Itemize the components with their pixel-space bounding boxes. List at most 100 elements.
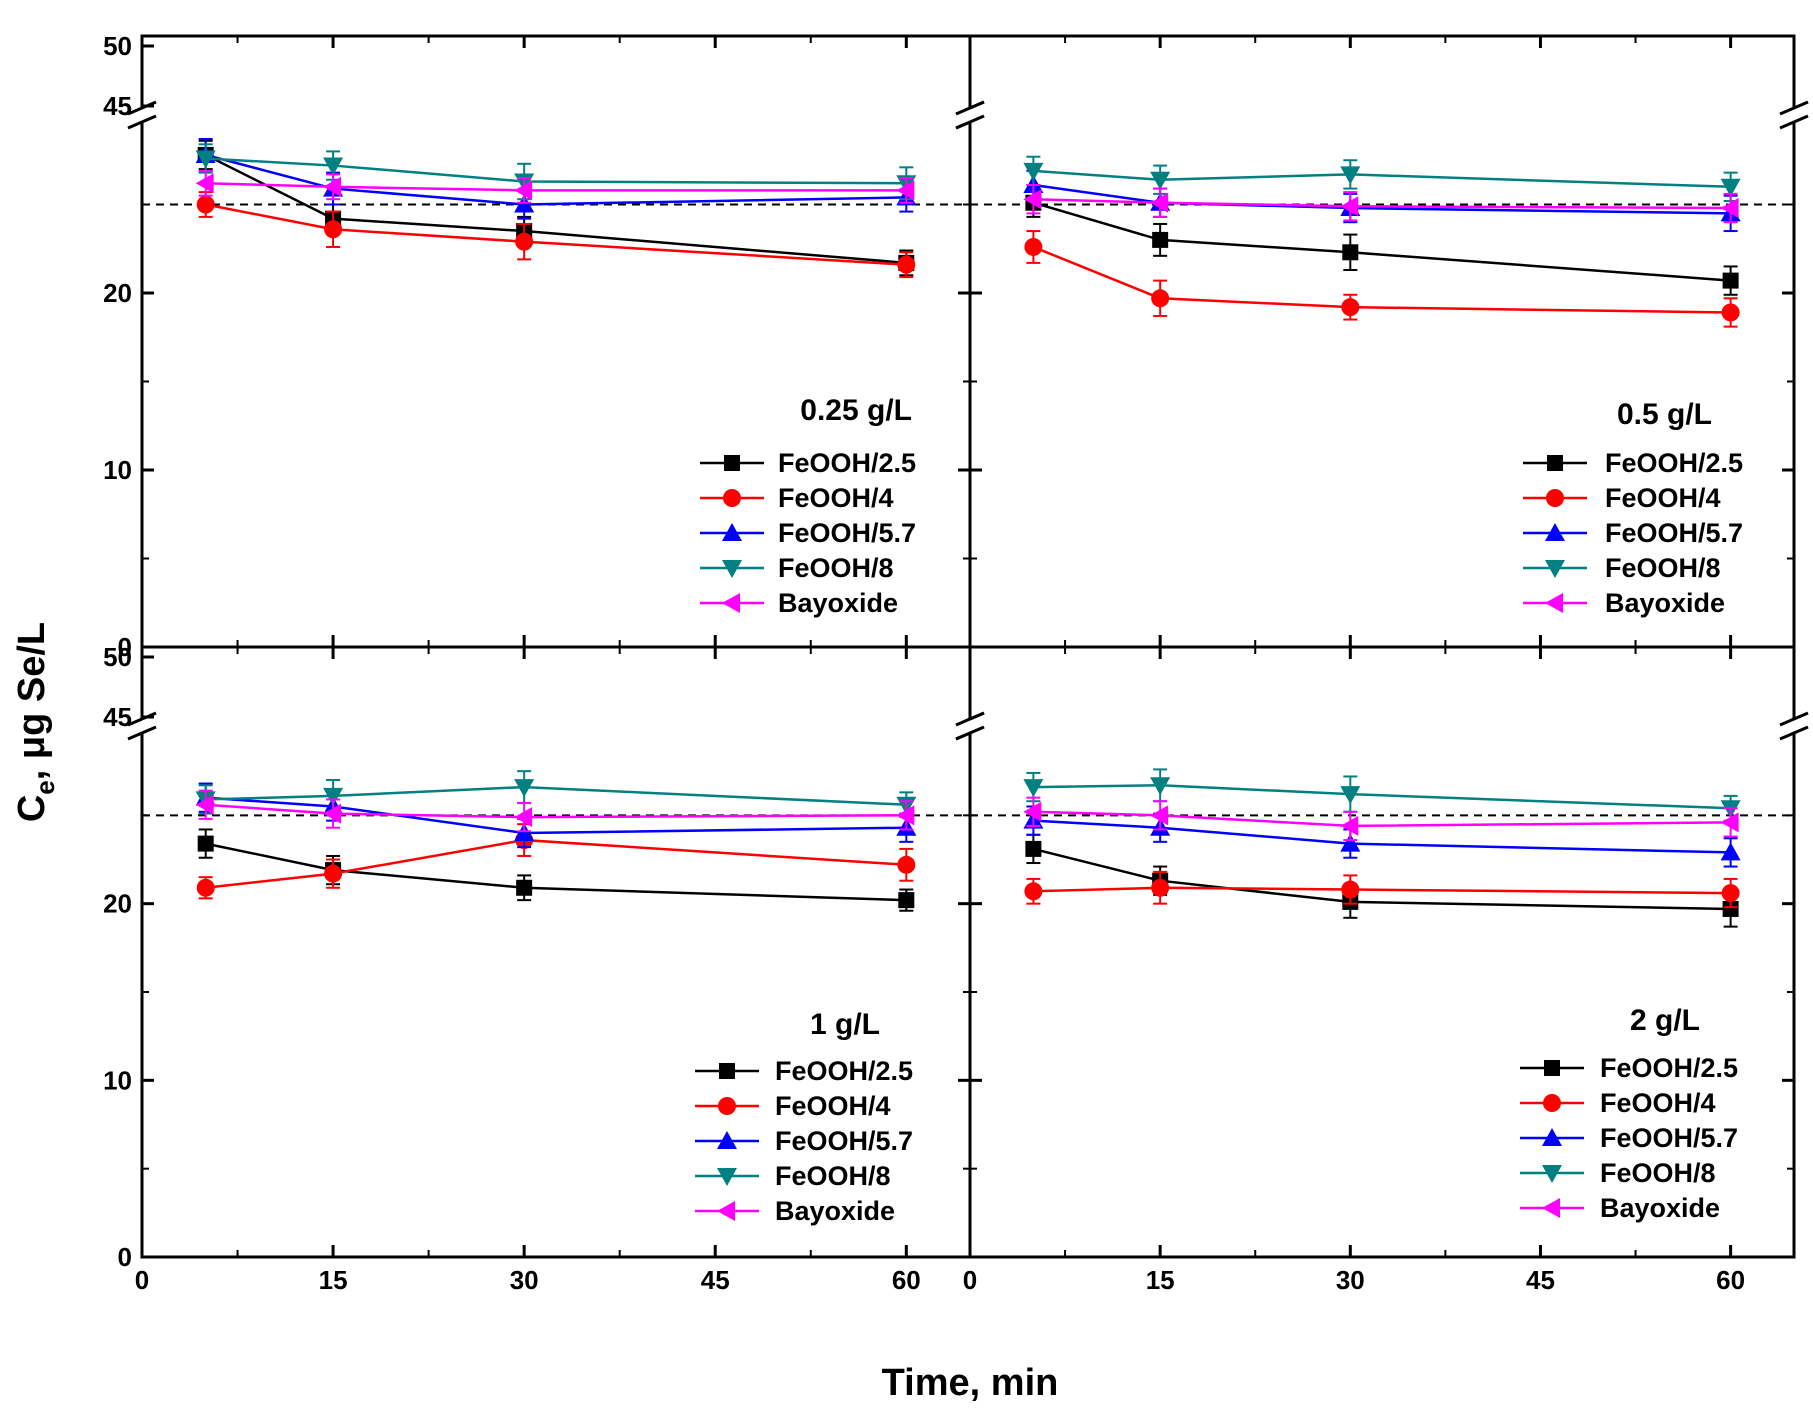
axis-break-mark	[127, 114, 157, 130]
data-point	[1722, 900, 1739, 917]
series-FeOOH/2.5	[197, 139, 915, 277]
legend-label: FeOOH/8	[775, 1161, 891, 1191]
legend-label: Bayoxide	[778, 588, 898, 618]
y-break-tick-label: 50	[103, 31, 132, 61]
y-break-tick-label: 50	[103, 642, 132, 672]
axis-break-mark	[1779, 114, 1809, 130]
legend-marker	[717, 1168, 737, 1186]
series-line	[1033, 197, 1731, 210]
data-point	[1152, 231, 1169, 248]
series-line	[205, 803, 907, 819]
axis-break-mark	[127, 100, 157, 116]
series-line	[1033, 784, 1731, 810]
series-Bayoxide	[195, 789, 915, 833]
data-point	[896, 805, 915, 826]
data-point	[514, 180, 533, 201]
legend-label: FeOOH/2.5	[1600, 1053, 1738, 1083]
series-line	[1033, 810, 1731, 828]
y-tick-label: 10	[103, 1065, 132, 1095]
series-FeOOH/8	[195, 770, 917, 819]
data-point	[324, 864, 343, 883]
series-line	[205, 838, 907, 890]
series-line	[1032, 245, 1731, 314]
x-axis-title: Time, min	[882, 1362, 1059, 1404]
panel-frame	[968, 645, 1796, 1259]
series-Bayoxide	[195, 169, 915, 204]
data-point	[323, 787, 344, 806]
y-break-tick-label: 45	[103, 91, 132, 121]
legend-label: FeOOH/2.5	[775, 1056, 913, 1086]
legend: FeOOH/2.5 FeOOH/4 FeOOH/5.7 FeOOH/8 Bayoxide	[1520, 1053, 1738, 1223]
y-break-tick-label: 45	[103, 702, 132, 732]
series-line	[205, 785, 907, 806]
axis-break-mark	[955, 100, 985, 116]
data-point	[195, 173, 214, 194]
data-point	[1340, 786, 1361, 805]
data-point	[1340, 815, 1359, 836]
legend-marker	[722, 523, 742, 541]
axis-break-mark	[955, 114, 985, 130]
data-point	[1722, 272, 1739, 289]
data-point	[1023, 162, 1044, 181]
legend-label: FeOOH/8	[778, 553, 894, 583]
legend-label: FeOOH/5.7	[778, 518, 916, 548]
legend-marker	[1545, 593, 1563, 613]
x-tick-label: 45	[1526, 1265, 1555, 1295]
data-point	[1341, 880, 1360, 899]
series-line	[1033, 169, 1731, 189]
data-point	[323, 803, 342, 824]
data-point	[1151, 878, 1170, 897]
x-tick-label: 0	[135, 1265, 149, 1295]
y-tick-label: 10	[103, 455, 132, 485]
x-tick-label: 45	[701, 1265, 730, 1295]
legend-label: FeOOH/8	[1600, 1158, 1716, 1188]
legend-marker	[718, 1097, 736, 1115]
series-line	[205, 842, 907, 902]
series-line	[205, 182, 907, 192]
series-line	[1033, 886, 1731, 895]
data-point	[1340, 196, 1359, 217]
legend: FeOOH/2.5 FeOOH/4 FeOOH/5.7 FeOOH/8 Bayoxide	[1523, 448, 1743, 618]
y-axis-title-subscript: e	[30, 780, 60, 794]
series-Bayoxide	[1023, 796, 1739, 842]
data-point	[896, 180, 915, 201]
legend-marker	[1542, 1198, 1560, 1218]
legend: FeOOH/2.5 FeOOH/4 FeOOH/5.7 FeOOH/8 Bayoxide	[695, 1056, 913, 1226]
series-FeOOH/4	[196, 823, 916, 900]
data-point	[1023, 779, 1044, 798]
data-point	[898, 892, 915, 909]
panel-title: 2 g/L	[1630, 1004, 1700, 1037]
series-line	[205, 796, 907, 835]
axis-break-mark	[1779, 725, 1809, 741]
x-tick-label: 60	[892, 1265, 921, 1295]
y-tick-label: 0	[118, 632, 132, 662]
legend-marker	[717, 1201, 735, 1221]
legend-label: FeOOH/2.5	[778, 448, 916, 478]
y-tick-label: 0	[118, 1242, 132, 1272]
panel-title: 0.25 g/L	[800, 394, 912, 427]
data-point	[515, 232, 534, 251]
data-point	[1150, 805, 1169, 826]
x-tick-label: 60	[1716, 1265, 1745, 1295]
legend-marker	[722, 560, 742, 578]
legend-label: FeOOH/4	[1605, 483, 1721, 513]
legend-label: FeOOH/5.7	[775, 1126, 913, 1156]
panel-4: 0 15 30 45 602 g/LFeOOH/2.5FeOOH/4FeOOH/5.7F…	[955, 645, 1809, 1295]
data-point	[195, 150, 216, 169]
legend-marker	[724, 455, 740, 471]
data-point	[1023, 801, 1042, 822]
x-tick-label: 0	[963, 1265, 977, 1295]
legend-label: FeOOH/4	[775, 1091, 891, 1121]
legend-marker	[1545, 560, 1565, 578]
series-FeOOH/4	[1024, 870, 1740, 909]
series-line	[1033, 847, 1731, 911]
series-FeOOH/2.5	[1025, 833, 1739, 928]
data-point	[1721, 884, 1740, 903]
axis-break-mark	[1779, 711, 1809, 727]
data-point	[1150, 777, 1171, 796]
panel-2: 0.5 g/L FeOOH/2.5 FeOOH/4 FeOOH/5.7 FeOOH/8 B…	[955, 34, 1809, 649]
axis-break-mark	[955, 725, 985, 741]
